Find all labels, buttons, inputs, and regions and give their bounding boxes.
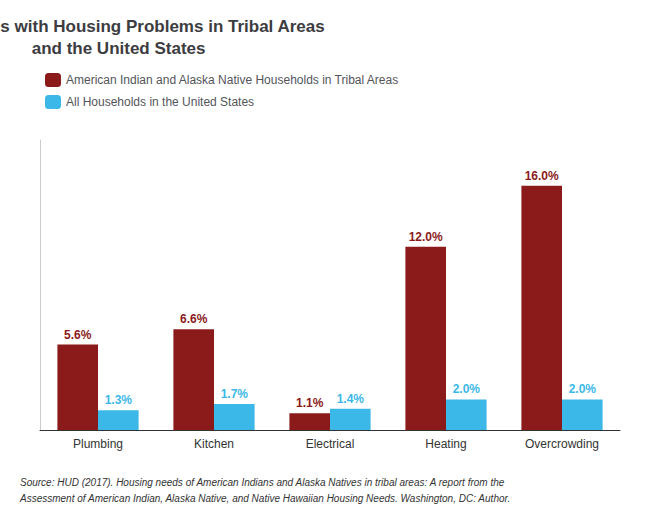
svg-text:5.6%: 5.6% (64, 328, 92, 342)
svg-text:Assessment of American Indian,: Assessment of American Indian, Alaska Na… (19, 493, 510, 504)
svg-text:American Indian and Alaska Nat: American Indian and Alaska Native Househ… (66, 73, 398, 87)
svg-text:6.6%: 6.6% (180, 312, 208, 326)
svg-text:1.7%: 1.7% (221, 387, 249, 401)
svg-text:Overcrowding: Overcrowding (525, 437, 599, 451)
svg-text:Electrical: Electrical (306, 437, 355, 451)
svg-text:Heating: Heating (425, 437, 466, 451)
svg-text:1.4%: 1.4% (337, 392, 365, 406)
svg-text:1.1%: 1.1% (296, 396, 324, 410)
svg-text:Source: HUD (2017). Housing ne: Source: HUD (2017). Housing needs of Ame… (20, 477, 505, 488)
svg-text:2.0%: 2.0% (569, 382, 597, 396)
svg-text:16.0%: 16.0% (525, 169, 559, 183)
svg-text:and the United States: and the United States (32, 39, 206, 58)
svg-text:Plumbing: Plumbing (73, 437, 123, 451)
svg-text:Kitchen: Kitchen (194, 437, 234, 451)
svg-text:All Households in the United S: All Households in the United States (66, 95, 254, 109)
svg-text:12.0%: 12.0% (409, 230, 443, 244)
svg-text:Households with Housing Proble: Households with Housing Problems in Trib… (0, 17, 325, 36)
svg-text:1.3%: 1.3% (105, 393, 133, 407)
svg-text:2.0%: 2.0% (453, 382, 481, 396)
